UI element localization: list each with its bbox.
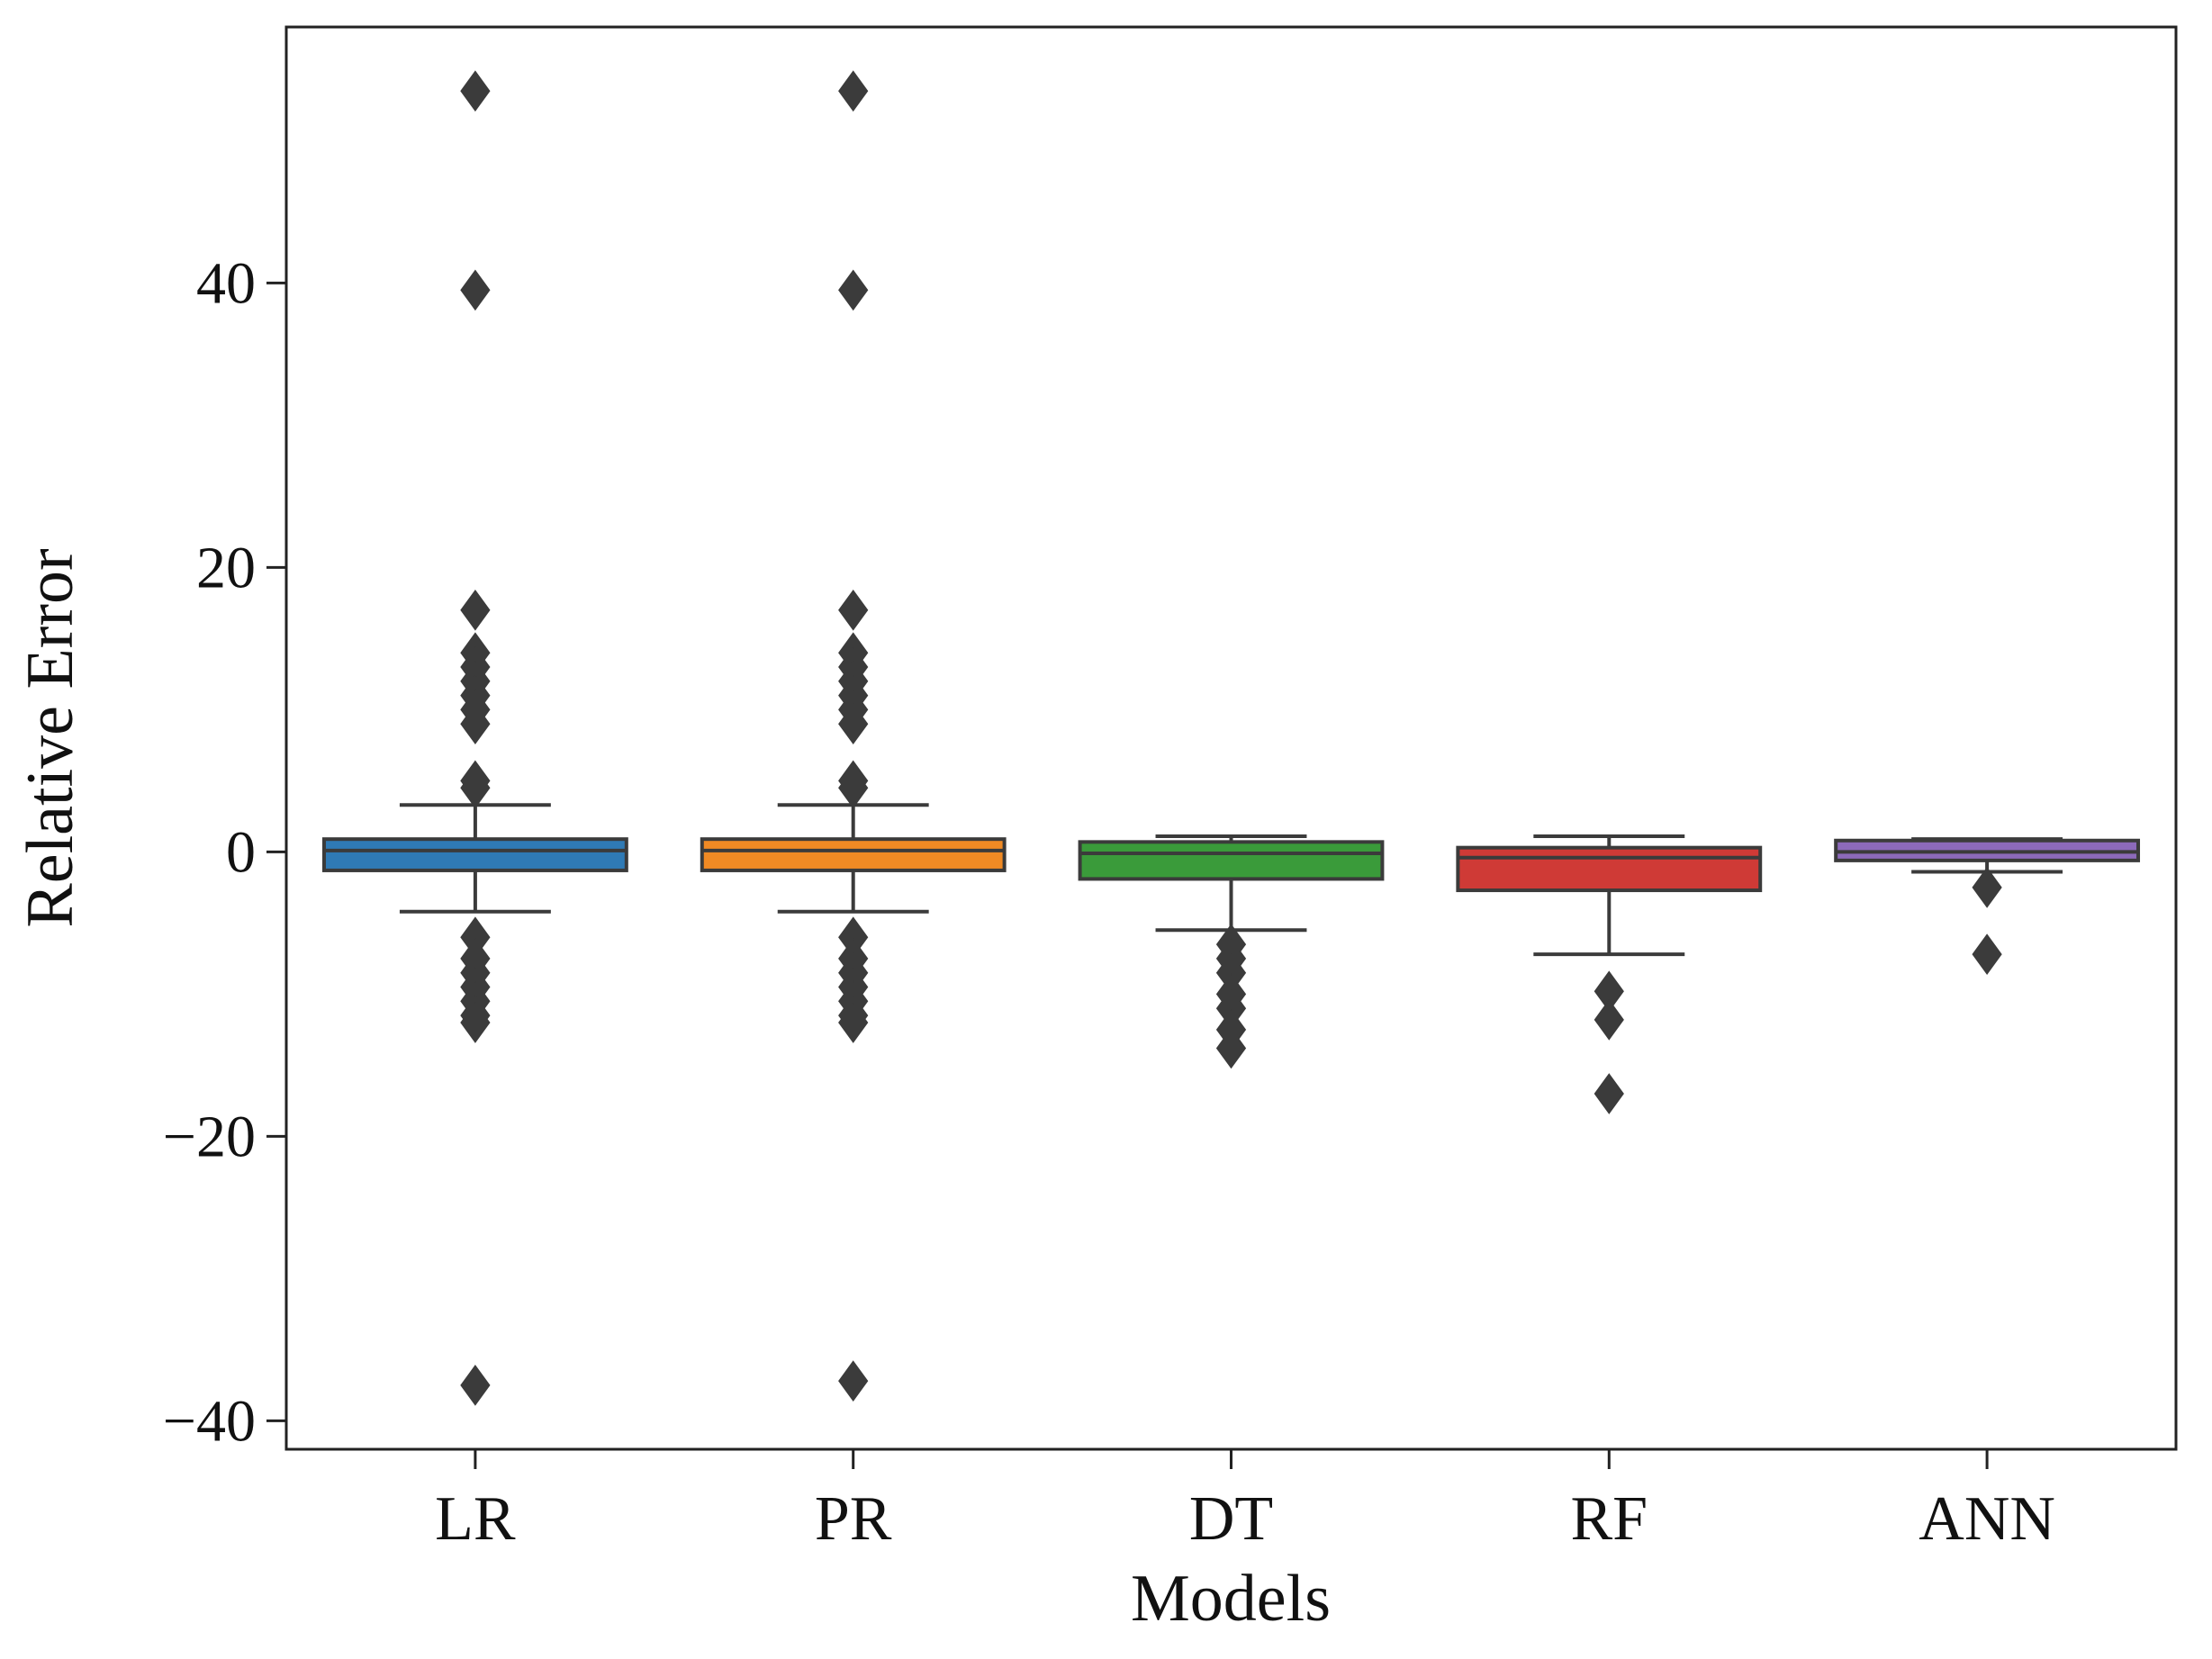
x-axis-label: Models <box>1131 1562 1331 1636</box>
box-iqr <box>1456 845 1763 893</box>
outlier-point <box>460 703 491 745</box>
x-tick-label: ANN <box>1919 1484 2055 1554</box>
plot-frame <box>284 25 2178 1451</box>
y-axis-label: Relative Error <box>14 548 87 927</box>
x-tick-label: LR <box>435 1484 516 1554</box>
outlier-point <box>838 589 869 631</box>
outlier-point <box>838 767 869 809</box>
outlier-point <box>460 1365 491 1406</box>
outlier-point <box>1972 933 2002 976</box>
outlier-point <box>838 1002 869 1043</box>
outlier-point <box>460 767 491 809</box>
outlier-point <box>460 70 491 112</box>
outlier-point <box>1594 998 1624 1041</box>
outlier-point <box>838 703 869 745</box>
box-group-rf <box>1456 834 1763 1114</box>
y-tick-label: 40 <box>196 250 256 316</box>
box-iqr <box>321 837 628 872</box>
y-tick-label: −40 <box>163 1388 256 1454</box>
box-iqr <box>1078 840 1385 881</box>
box-iqr <box>700 837 1007 872</box>
outlier-point <box>1215 1027 1247 1069</box>
outlier-point <box>1972 867 2002 908</box>
outlier-point <box>1594 1073 1624 1114</box>
outlier-point <box>838 269 869 311</box>
box-group-pr <box>700 70 1007 1402</box>
outlier-point <box>460 269 491 311</box>
x-tick-label: DT <box>1189 1484 1273 1554</box>
plot-marks <box>321 70 2141 1406</box>
y-tick-label: 0 <box>226 819 256 885</box>
outlier-point <box>838 1360 869 1402</box>
outlier-point <box>838 70 869 112</box>
outlier-point <box>460 1002 491 1043</box>
y-tick-label: −20 <box>163 1104 256 1169</box>
axes: −40 −20 0 20 40 LR PR DT RF ANN <box>163 250 2055 1554</box>
outlier-point <box>460 589 491 631</box>
y-tick-label: 20 <box>196 535 256 600</box>
box-group-ann <box>1834 837 2141 976</box>
x-tick-label: RF <box>1570 1484 1648 1554</box>
box-group-dt <box>1078 834 1385 1069</box>
box-group-lr <box>321 70 628 1406</box>
x-tick-label: PR <box>815 1484 892 1554</box>
